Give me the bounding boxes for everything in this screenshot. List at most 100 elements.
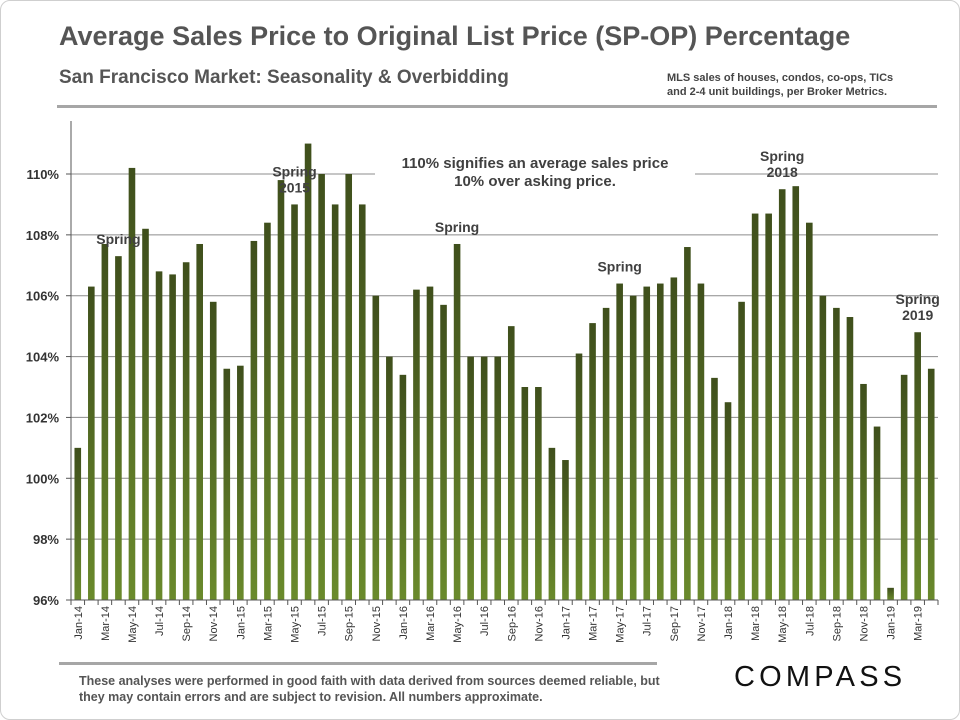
- bar: [331, 204, 339, 600]
- bar: [507, 326, 515, 600]
- bar: [846, 317, 854, 600]
- bar: [724, 402, 732, 600]
- x-tick-label: Jan-19: [886, 606, 898, 640]
- bar: [643, 286, 651, 600]
- bar: [453, 243, 461, 600]
- y-tick-label: 104%: [26, 350, 60, 365]
- x-tick-label: Jul-16: [479, 606, 491, 636]
- bar: [304, 143, 312, 601]
- bar: [426, 286, 434, 600]
- bar: [413, 289, 420, 600]
- bar: [765, 213, 772, 601]
- note-backdrop: [375, 151, 695, 193]
- bar-chart: 96% 98% 100% 102% 104% 106% 108% 110% 110% signi…: [26, 121, 940, 643]
- x-tick-label: May-18: [777, 606, 789, 643]
- x-tick-label: Nov-17: [696, 606, 708, 641]
- annotation-label: 2019: [902, 307, 933, 323]
- bar: [196, 243, 203, 600]
- bar: [223, 368, 231, 600]
- y-tick-label: 108%: [26, 228, 60, 243]
- bar: [738, 301, 745, 600]
- bar: [386, 356, 393, 600]
- x-tick-label: Mar-17: [588, 606, 600, 641]
- annotation-label: 2015: [279, 179, 310, 195]
- bar: [74, 447, 82, 600]
- bar: [575, 353, 583, 600]
- bar: [128, 167, 136, 600]
- bar: [399, 374, 407, 600]
- bar: [697, 283, 705, 600]
- source-line-1: MLS sales of houses, condos, co-ops, TIC…: [667, 72, 894, 84]
- note-line: 10% over asking price.: [454, 173, 616, 190]
- x-tick-label: Nov-14: [208, 606, 220, 641]
- bar: [548, 447, 556, 600]
- x-tick-label: Sep-17: [669, 606, 681, 641]
- bar: [291, 204, 298, 600]
- bar: [155, 271, 163, 600]
- bar: [250, 240, 258, 600]
- bar: [480, 356, 488, 600]
- x-tick-label: May-14: [127, 606, 139, 643]
- bar: [169, 274, 176, 600]
- bar: [656, 283, 664, 600]
- bar: [494, 356, 502, 600]
- disclaimer-text: These analyses were performed in good fa…: [79, 674, 660, 704]
- bar: [182, 262, 190, 600]
- y-tick-label: 100%: [26, 471, 60, 486]
- annotation-label: Spring: [896, 291, 940, 307]
- x-tick-label: Mar-19: [913, 606, 925, 641]
- bar: [88, 286, 95, 600]
- bar: [264, 222, 271, 600]
- annotation-label: Spring: [96, 231, 140, 247]
- x-tick-label: Jan-17: [560, 606, 572, 640]
- x-tick-label: Mar-15: [262, 606, 274, 641]
- bar: [914, 332, 921, 600]
- bar: [467, 356, 474, 600]
- source-line-2: and 2-4 unit buildings, per Broker Metri…: [667, 86, 888, 98]
- bar: [521, 387, 529, 600]
- bar: [833, 307, 840, 600]
- y-tick-label: 106%: [26, 289, 60, 304]
- bar: [792, 186, 800, 600]
- y-tick-label: 98%: [33, 532, 59, 547]
- bar: [237, 365, 244, 600]
- bar: [927, 368, 935, 600]
- x-tick-label: Jan-16: [398, 606, 410, 640]
- x-tick-label: Jul-18: [804, 606, 816, 636]
- x-tick-label: Jan-18: [723, 606, 735, 640]
- y-tick-label: 96%: [33, 593, 59, 608]
- bar: [684, 247, 691, 600]
- bar: [602, 307, 610, 600]
- chart-subtitle: San Francisco Market: Seasonality & Over…: [59, 67, 509, 88]
- bar: [345, 174, 353, 600]
- bar: [860, 383, 867, 600]
- annotation-label: 2018: [767, 164, 798, 180]
- header-divider: [57, 105, 937, 108]
- x-tick-label: Mar-18: [750, 606, 762, 641]
- annotation-label: Spring: [272, 163, 316, 179]
- bar: [115, 256, 122, 600]
- bar: [440, 304, 447, 600]
- bar: [142, 228, 149, 600]
- bar: [819, 295, 827, 600]
- bar: [629, 295, 637, 600]
- bar: [277, 180, 285, 601]
- x-tick-label: Mar-16: [425, 606, 437, 641]
- x-tick-label: May-16: [452, 606, 464, 643]
- bar: [372, 295, 380, 600]
- bar: [562, 460, 569, 600]
- x-tick-label: May-15: [290, 606, 302, 643]
- x-tick-label: May-17: [615, 606, 627, 643]
- chart-title: Average Sales Price to Original List Pri…: [59, 21, 851, 51]
- x-tick-label: Nov-15: [371, 606, 383, 641]
- x-tick-label: Nov-18: [858, 606, 870, 641]
- bar: [101, 243, 109, 600]
- bar: [751, 213, 759, 601]
- bar: [900, 374, 908, 600]
- bar: [358, 204, 366, 600]
- annotation-label: Spring: [597, 259, 641, 275]
- bar: [873, 426, 881, 600]
- y-tick-label: 102%: [26, 410, 60, 425]
- bar: [209, 301, 217, 600]
